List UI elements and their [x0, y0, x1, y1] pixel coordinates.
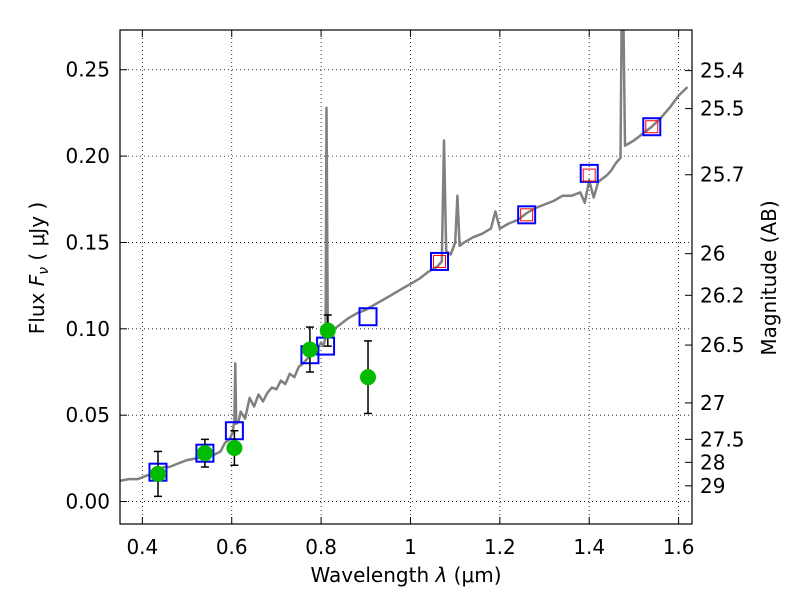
magnitude-tick-label: 25.5	[700, 97, 745, 121]
observed-data-point	[301, 341, 318, 358]
plot-area	[120, 30, 689, 498]
grid	[120, 30, 692, 524]
magnitude-tick-label: 26	[700, 242, 725, 266]
model-photometry-square	[430, 251, 450, 271]
observed-photometry-square	[645, 120, 659, 134]
y-tick-label: 0.00	[65, 490, 110, 514]
spectrum-line	[120, 30, 689, 483]
y-tick-label: 0.25	[65, 58, 110, 82]
y-axis-label-subscript: ν	[36, 267, 52, 275]
magnitude-tick-label: 25.4	[700, 59, 745, 83]
model-photometry-square	[642, 117, 662, 137]
y-tick-label: 0.15	[65, 230, 110, 254]
x-axis-label: Wavelength λ (μm)	[310, 563, 501, 587]
observed-photometry-square	[582, 168, 596, 182]
x-tick-label: 0.6	[216, 535, 248, 559]
y-tick-label: 0.05	[65, 403, 110, 427]
magnitude-tick-label: 26.5	[700, 333, 745, 357]
observed-data-point	[196, 445, 213, 462]
y-axis-label: Flux Fν ( μJy )	[25, 202, 52, 334]
x-tick-label: 1.2	[484, 535, 516, 559]
x-tick-label: 0.4	[126, 535, 158, 559]
y-tick-label: 0.10	[65, 317, 110, 341]
model-photometry-square	[358, 307, 378, 327]
model-photometry-square	[579, 163, 599, 183]
observed-data-point	[319, 322, 336, 339]
right-axis-label: Magnitude (AB)	[757, 200, 781, 355]
magnitude-tick-label: 26.2	[700, 283, 745, 307]
x-tick-label: 1.4	[573, 535, 605, 559]
observed-data-point	[360, 369, 377, 386]
x-axis-label-suffix: (μm)	[447, 563, 501, 587]
magnitude-tick-label: 28	[700, 450, 725, 474]
model-photometry-square	[517, 205, 537, 225]
magnitude-tick-label: 29	[700, 474, 725, 498]
magnitude-tick-label: 25.7	[700, 163, 745, 187]
magnitude-tick-label: 27	[700, 391, 725, 415]
x-axis-label-prefix: Wavelength	[310, 563, 435, 587]
x-tick-label: 1	[404, 535, 417, 559]
y-tick-label: 0.20	[65, 144, 110, 168]
plot-frame	[119, 29, 693, 525]
y-axis-label-prefix: Flux	[25, 286, 49, 334]
axes: 0.4 0.6 0.8 1 1.2 1.4 1.6 0.00 0.05 0.10 0.15 0.20 0…	[65, 30, 745, 559]
observed-data-point	[226, 440, 243, 456]
y-axis-label-suffix: ( μJy )	[25, 202, 49, 267]
y-axis-label-symbol: F	[25, 274, 49, 286]
observed-data-point	[149, 465, 166, 482]
x-axis-label-symbol: λ	[434, 563, 447, 587]
x-tick-label: 0.8	[305, 535, 337, 559]
observed-photometry-square	[433, 254, 447, 268]
observed-photometry-square	[520, 208, 534, 222]
magnitude-tick-label: 27.5	[700, 427, 745, 451]
x-tick-label: 1.6	[663, 535, 695, 559]
